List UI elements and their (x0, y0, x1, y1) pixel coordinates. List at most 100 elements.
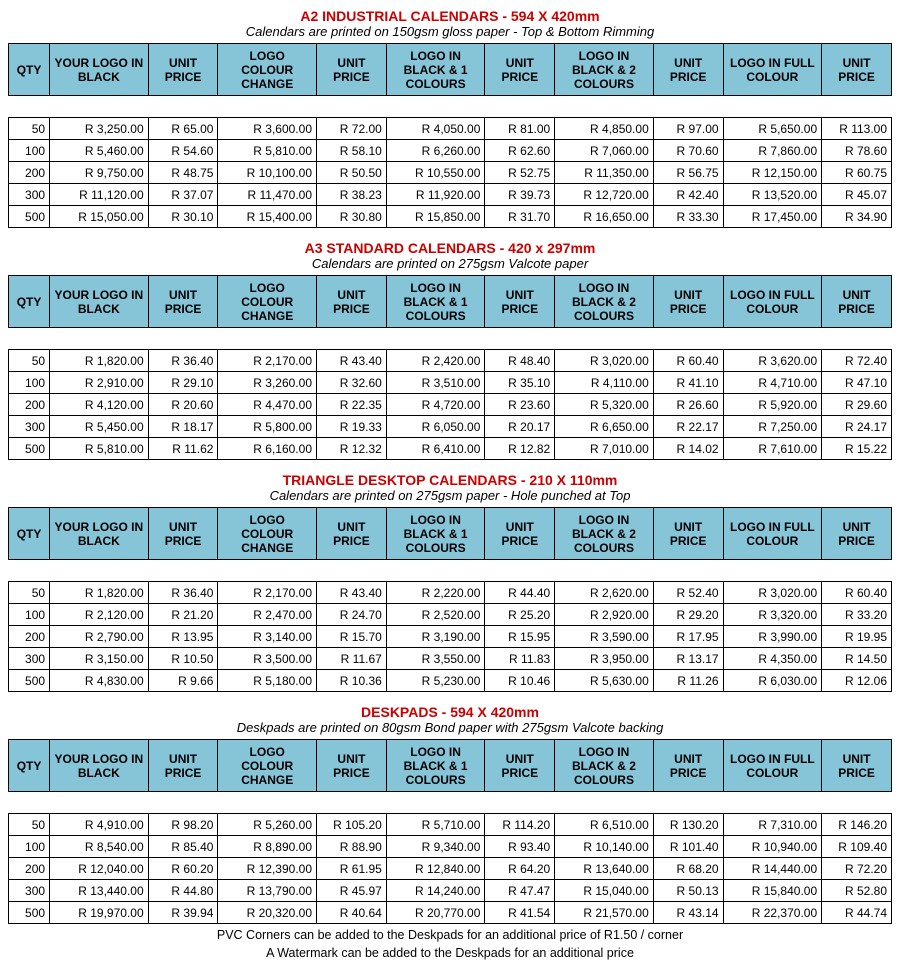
table-cell: R 5,920.00 (723, 394, 822, 416)
table-cell: R 5,810.00 (218, 140, 317, 162)
table-row: 200R 2,790.00R 13.95R 3,140.00R 15.70R 3… (9, 626, 892, 648)
table-cell: R 65.00 (148, 118, 218, 140)
table-cell: R 17.95 (653, 626, 723, 648)
table-cell: R 44.40 (485, 582, 555, 604)
column-header: UNIT PRICE (317, 508, 387, 560)
table-cell: R 6,050.00 (386, 416, 485, 438)
table-cell: R 25.20 (485, 604, 555, 626)
table-cell: R 21,570.00 (555, 902, 654, 924)
table-cell: R 10,940.00 (723, 836, 822, 858)
table-cell: R 130.20 (653, 814, 723, 836)
table-cell: R 2,470.00 (218, 604, 317, 626)
table-cell: R 113.00 (822, 118, 892, 140)
table-cell: R 109.40 (822, 836, 892, 858)
pricing-section: A3 STANDARD CALENDARS - 420 x 297mmCalen… (8, 240, 892, 460)
table-cell: R 41.10 (653, 372, 723, 394)
column-header: UNIT PRICE (148, 44, 218, 96)
pricing-section: DESKPADS - 594 X 420mmDeskpads are print… (8, 704, 892, 960)
table-cell: R 58.10 (317, 140, 387, 162)
column-header: LOGO IN BLACK & 1 COLOURS (386, 740, 485, 792)
table-cell: 50 (9, 118, 50, 140)
table-cell: 200 (9, 394, 50, 416)
table-cell: R 50.50 (317, 162, 387, 184)
table-cell: R 5,650.00 (723, 118, 822, 140)
table-cell: R 15.70 (317, 626, 387, 648)
table-cell: R 7,010.00 (555, 438, 654, 460)
pricing-section: A2 INDUSTRIAL CALENDARS - 594 X 420mmCal… (8, 8, 892, 228)
table-cell: R 5,800.00 (218, 416, 317, 438)
column-header: LOGO IN BLACK & 2 COLOURS (555, 276, 654, 328)
column-header: UNIT PRICE (485, 740, 555, 792)
table-cell: R 12,040.00 (50, 858, 149, 880)
table-cell: R 12,720.00 (555, 184, 654, 206)
table-cell: R 5,260.00 (218, 814, 317, 836)
table-cell: R 19.95 (822, 626, 892, 648)
table-cell: R 72.00 (317, 118, 387, 140)
table-cell: R 5,460.00 (50, 140, 149, 162)
column-header: YOUR LOGO IN BLACK (50, 44, 149, 96)
section-subtitle: Calendars are printed on 150gsm gloss pa… (8, 24, 892, 39)
pricing-section: TRIANGLE DESKTOP CALENDARS - 210 X 110mm… (8, 472, 892, 692)
table-cell: 100 (9, 836, 50, 858)
column-header: QTY (9, 276, 50, 328)
section-title: A3 STANDARD CALENDARS - 420 x 297mm (8, 240, 892, 256)
table-cell: R 3,190.00 (386, 626, 485, 648)
table-cell: R 78.60 (822, 140, 892, 162)
table-cell: 300 (9, 416, 50, 438)
table-cell: R 3,140.00 (218, 626, 317, 648)
table-row: 500R 19,970.00R 39.94R 20,320.00R 40.64R… (9, 902, 892, 924)
table-cell: R 85.40 (148, 836, 218, 858)
table-cell: R 3,020.00 (555, 350, 654, 372)
table-cell: R 4,350.00 (723, 648, 822, 670)
table-cell: 200 (9, 162, 50, 184)
table-cell: R 88.90 (317, 836, 387, 858)
table-cell: R 40.64 (317, 902, 387, 924)
table-cell: R 19,970.00 (50, 902, 149, 924)
section-title: A2 INDUSTRIAL CALENDARS - 594 X 420mm (8, 8, 892, 24)
column-header: UNIT PRICE (485, 276, 555, 328)
table-cell: R 22.35 (317, 394, 387, 416)
table-cell: R 93.40 (485, 836, 555, 858)
table-cell: R 3,600.00 (218, 118, 317, 140)
table-cell: R 5,320.00 (555, 394, 654, 416)
table-cell: R 20.60 (148, 394, 218, 416)
table-cell: R 14,240.00 (386, 880, 485, 902)
table-cell: R 14.02 (653, 438, 723, 460)
column-header: UNIT PRICE (653, 740, 723, 792)
table-cell: R 26.60 (653, 394, 723, 416)
column-header: UNIT PRICE (653, 44, 723, 96)
table-cell: R 33.30 (653, 206, 723, 228)
table-cell: R 15,050.00 (50, 206, 149, 228)
table-cell: R 9,750.00 (50, 162, 149, 184)
table-cell: 300 (9, 648, 50, 670)
table-cell: R 3,260.00 (218, 372, 317, 394)
table-cell: 300 (9, 184, 50, 206)
table-cell: R 2,520.00 (386, 604, 485, 626)
table-cell: R 2,620.00 (555, 582, 654, 604)
table-cell: R 11,470.00 (218, 184, 317, 206)
table-cell: R 19.33 (317, 416, 387, 438)
table-row: 200R 4,120.00R 20.60R 4,470.00R 22.35R 4… (9, 394, 892, 416)
table-cell: 500 (9, 902, 50, 924)
table-cell: R 44.74 (822, 902, 892, 924)
table-cell: R 2,790.00 (50, 626, 149, 648)
table-row: 100R 8,540.00R 85.40R 8,890.00R 88.90R 9… (9, 836, 892, 858)
table-cell: 50 (9, 814, 50, 836)
table-cell: R 3,950.00 (555, 648, 654, 670)
table-cell: R 10,550.00 (386, 162, 485, 184)
table-cell: R 60.40 (822, 582, 892, 604)
table-cell: R 11.67 (317, 648, 387, 670)
table-cell: R 20,770.00 (386, 902, 485, 924)
table-cell: R 7,250.00 (723, 416, 822, 438)
table-row: 100R 5,460.00R 54.60R 5,810.00R 58.10R 6… (9, 140, 892, 162)
table-cell: R 52.75 (485, 162, 555, 184)
section-title: DESKPADS - 594 X 420mm (8, 704, 892, 720)
column-header: LOGO IN FULL COLOUR (723, 508, 822, 560)
table-cell: R 7,060.00 (555, 140, 654, 162)
table-cell: R 6,260.00 (386, 140, 485, 162)
table-cell: R 3,550.00 (386, 648, 485, 670)
pricing-table: QTYYOUR LOGO IN BLACKUNIT PRICELOGO COLO… (8, 43, 892, 228)
table-row: 300R 13,440.00R 44.80R 13,790.00R 45.97R… (9, 880, 892, 902)
table-cell: R 5,450.00 (50, 416, 149, 438)
table-cell: R 8,890.00 (218, 836, 317, 858)
